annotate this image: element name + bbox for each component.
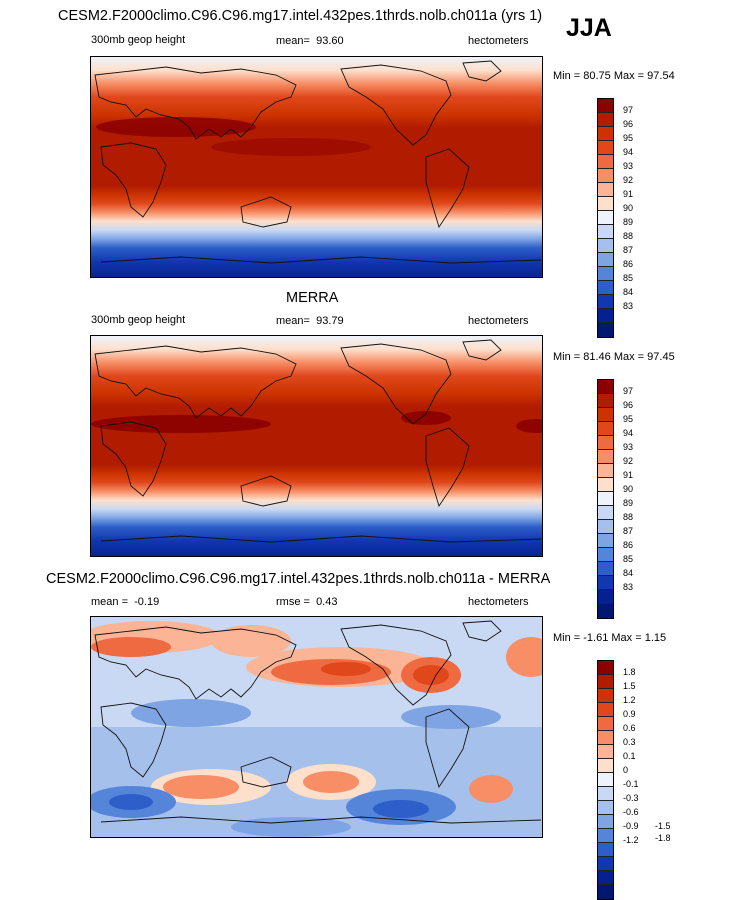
cbar-label: 85 — [623, 273, 633, 283]
cbar-label: 86 — [623, 259, 633, 269]
cbar-label: 90 — [623, 203, 633, 213]
cbar-label: 90 — [623, 484, 633, 494]
panel1-title: CESM2.F2000climo.C96.C96.mg17.intel.432p… — [58, 8, 542, 24]
cbar-label: 93 — [623, 442, 633, 452]
cbar-label: 0 — [623, 765, 628, 775]
cbar-label: 84 — [623, 568, 633, 578]
panel3-title: CESM2.F2000climo.C96.C96.mg17.intel.432p… — [46, 571, 550, 587]
panel1-colorbar — [597, 98, 614, 338]
panel2-map — [90, 335, 543, 557]
panel3-mean: mean = -0.19 — [91, 596, 159, 608]
cbar-label: 91 — [623, 189, 633, 199]
cbar-label: 97 — [623, 386, 633, 396]
cbar-label: 86 — [623, 540, 633, 550]
cbar-label: 84 — [623, 287, 633, 297]
panel2-minmax: Min = 81.46 Max = 97.45 — [553, 351, 675, 363]
panel1-variable: 300mb geop height — [91, 34, 185, 46]
cbar-label: 95 — [623, 133, 633, 143]
panel2-variable: 300mb geop height — [91, 314, 185, 326]
panel3-colorbar — [597, 660, 614, 900]
cbar-label: 89 — [623, 217, 633, 227]
cbar-label: 0.3 — [623, 737, 636, 747]
panel1-units: hectometers — [468, 35, 529, 47]
cbar-label: 95 — [623, 414, 633, 424]
cbar-label: 92 — [623, 175, 633, 185]
cbar-label: 1.5 — [623, 681, 636, 691]
cbar-label: 94 — [623, 147, 633, 157]
panel3-units: hectometers — [468, 596, 529, 608]
cbar-label: 0.6 — [623, 723, 636, 733]
panel1-minmax: Min = 80.75 Max = 97.54 — [553, 70, 675, 82]
cbar-label: -0.1 — [623, 779, 639, 789]
cbar-label: 83 — [623, 301, 633, 311]
cbar-label: 96 — [623, 400, 633, 410]
panel2-mean: mean= 93.79 — [276, 315, 344, 327]
cbar-label: 97 — [623, 105, 633, 115]
panel2-units: hectometers — [468, 315, 529, 327]
cbar-label: 89 — [623, 498, 633, 508]
cbar-label: 1.8 — [623, 667, 636, 677]
panel2-colorbar — [597, 379, 614, 619]
cbar-label: 1.2 — [623, 695, 636, 705]
cbar-label: 0.9 — [623, 709, 636, 719]
cbar-label: -0.6 — [623, 807, 639, 817]
panel3-minmax: Min = -1.61 Max = 1.15 — [553, 632, 666, 644]
cbar-label: 92 — [623, 456, 633, 466]
cbar-label: 83 — [623, 582, 633, 592]
cbar-label: 96 — [623, 119, 633, 129]
cbar-label: -1.2 — [623, 835, 639, 845]
cbar-label: 87 — [623, 245, 633, 255]
cbar-label: 0.1 — [623, 751, 636, 761]
cbar-label: 88 — [623, 512, 633, 522]
cbar-label: -0.9 — [623, 821, 639, 831]
cbar-label: 87 — [623, 526, 633, 536]
cbar-label: -0.3 — [623, 793, 639, 803]
cbar-label: 94 — [623, 428, 633, 438]
panel3-map — [90, 616, 543, 838]
panel3-rmse: rmse = 0.43 — [276, 596, 337, 608]
panel2-title: MERRA — [286, 290, 338, 306]
cbar-label: 88 — [623, 231, 633, 241]
cbar-label: -1.5 — [655, 821, 671, 831]
cbar-label: 91 — [623, 470, 633, 480]
panel1-map — [90, 56, 543, 278]
season-label: JJA — [566, 14, 612, 43]
cbar-label: -1.8 — [655, 833, 671, 843]
cbar-label: 85 — [623, 554, 633, 564]
panel1-mean: mean= 93.60 — [276, 35, 344, 47]
cbar-label: 93 — [623, 161, 633, 171]
